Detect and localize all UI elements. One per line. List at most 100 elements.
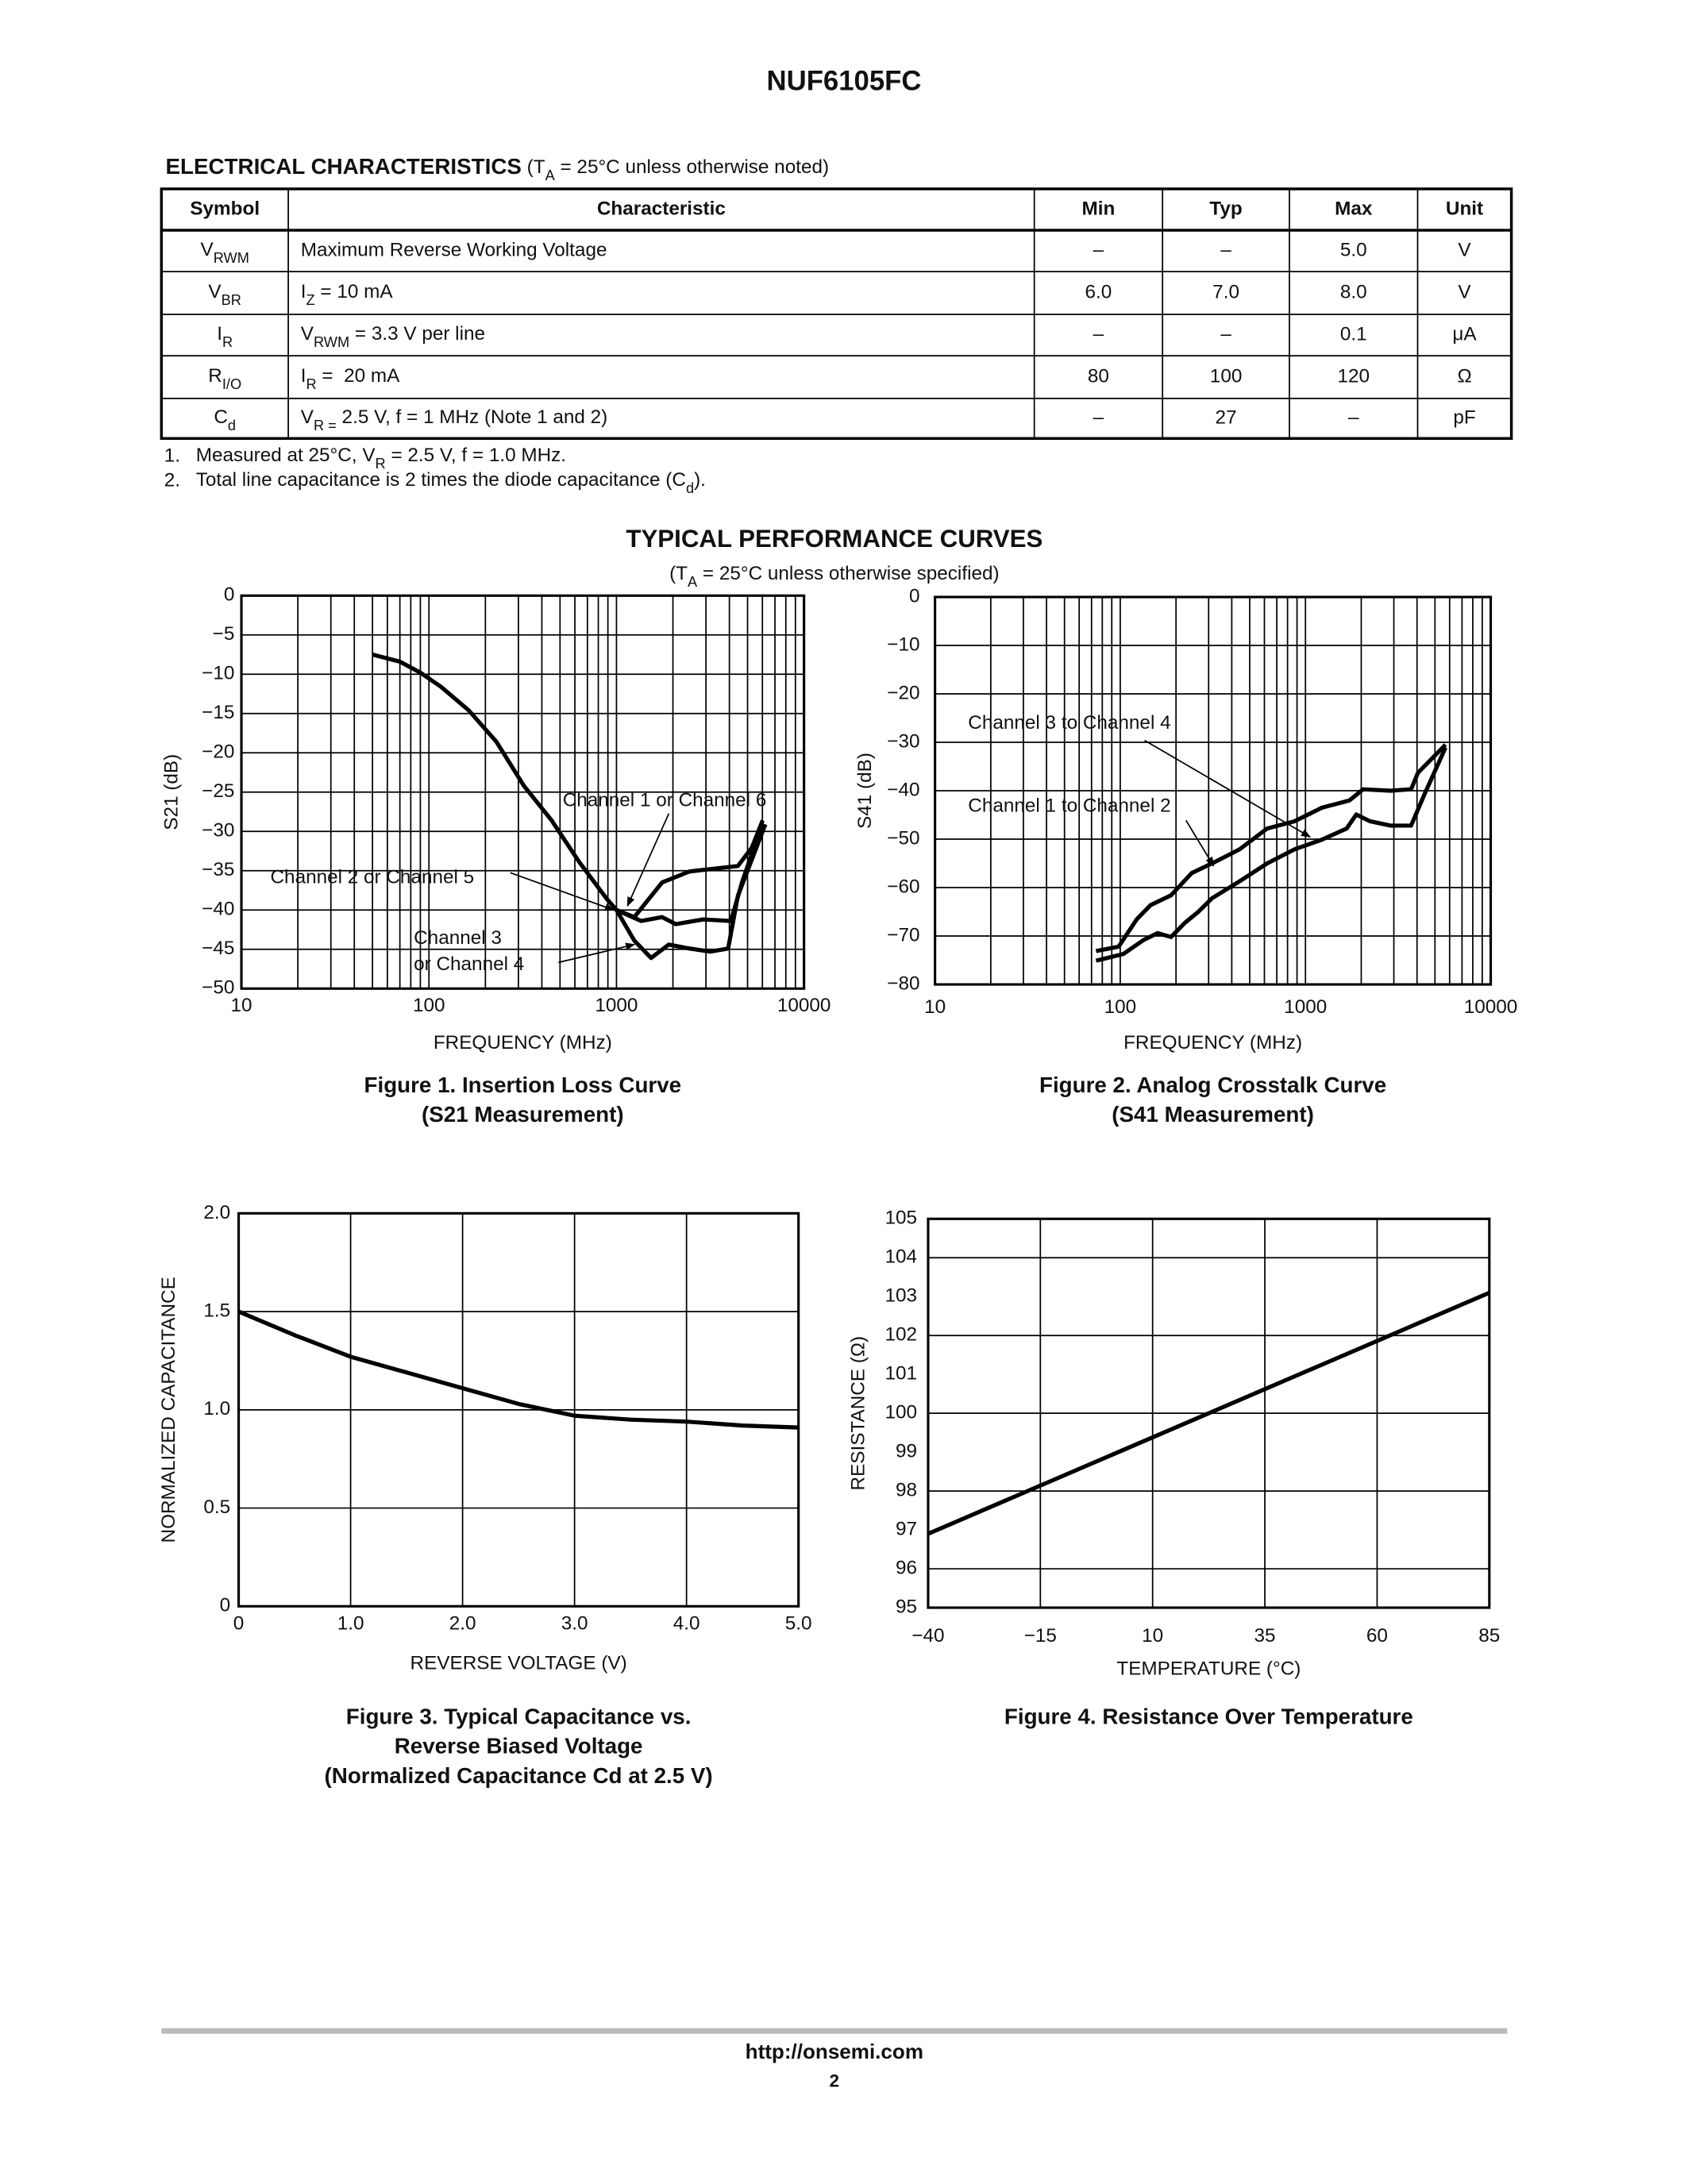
y-tick-label: −20 xyxy=(202,741,234,763)
column-header: Unit xyxy=(1446,198,1483,219)
plot-frame xyxy=(934,595,1493,986)
figure-caption: Reverse Biased Voltage xyxy=(395,1734,643,1758)
text-run: I xyxy=(301,365,306,387)
text-run: ). xyxy=(694,470,706,491)
y-axis-label: S21 (dB) xyxy=(161,754,183,830)
column-header: Symbol xyxy=(190,198,260,219)
x-tick-label: 0 xyxy=(233,1612,245,1634)
y-tick-label: 101 xyxy=(885,1363,918,1385)
figure-caption: Figure 4. Resistance Over Temperature xyxy=(1004,1704,1413,1728)
y-axis-label: S41 (dB) xyxy=(854,753,876,829)
table-cell: VRWM xyxy=(200,240,249,267)
y-tick-label: −10 xyxy=(887,634,919,655)
figure-caption: (S41 Measurement) xyxy=(1112,1102,1314,1127)
subscript: BR xyxy=(222,291,241,308)
heading-bold: ELECTRICAL CHARACTERISTICS xyxy=(166,154,522,179)
table-cell: 5.0 xyxy=(1340,240,1367,261)
y-tick-label: 100 xyxy=(885,1402,918,1423)
plot-frame xyxy=(927,1217,1491,1609)
x-tick-label: 3.0 xyxy=(561,1612,588,1634)
data-line xyxy=(237,1309,799,1430)
y-tick-label: 103 xyxy=(885,1285,918,1307)
table-cell: – xyxy=(1093,407,1104,429)
x-axis-label: REVERSE VOLTAGE (V) xyxy=(410,1653,627,1674)
table-cell: IR xyxy=(217,323,233,350)
y-tick-label: −50 xyxy=(887,827,919,849)
x-tick-label: 5.0 xyxy=(785,1612,812,1634)
y-tick-label: 0 xyxy=(909,585,920,607)
y-tick-label: 1.5 xyxy=(203,1300,230,1321)
footer-url: http://onsemi.com xyxy=(746,2040,923,2063)
column-header: Min xyxy=(1082,198,1116,219)
x-tick-label: 10 xyxy=(924,996,946,1018)
text-run: I xyxy=(301,281,306,302)
data-line xyxy=(372,652,619,911)
y-tick-label: 104 xyxy=(885,1246,918,1268)
y-tick-label: −30 xyxy=(202,820,234,842)
figure-caption: Figure 2. Analog Crosstalk Curve xyxy=(1039,1073,1386,1097)
x-tick-label: 85 xyxy=(1478,1625,1500,1647)
data-line xyxy=(615,823,768,961)
table-cell: Cd xyxy=(214,407,236,434)
column-header: Max xyxy=(1335,198,1373,219)
x-tick-label: 35 xyxy=(1254,1625,1276,1647)
subscript: R xyxy=(376,455,386,472)
y-tick-label: 0.5 xyxy=(203,1496,230,1518)
y-tick-label: −80 xyxy=(887,973,919,994)
subscript: A xyxy=(688,574,698,591)
table-cell: – xyxy=(1093,240,1104,261)
y-tick-label: −60 xyxy=(887,876,919,897)
text-run: V xyxy=(200,240,214,261)
x-tick-label: 100 xyxy=(413,995,445,1016)
table-cell: pF xyxy=(1453,407,1475,429)
x-tick-label: 60 xyxy=(1366,1625,1388,1647)
table-cell: VBR xyxy=(208,281,241,308)
figure-caption: Figure 3. Typical Capacitance vs. xyxy=(346,1704,692,1728)
table-cell: RI/O xyxy=(208,365,241,392)
plot-frame xyxy=(240,594,806,990)
y-tick-label: −50 xyxy=(202,977,234,999)
section-title: TYPICAL PERFORMANCE CURVES xyxy=(626,525,1042,553)
y-tick-label: 2.0 xyxy=(203,1202,230,1223)
text-run: (T xyxy=(669,564,688,585)
y-tick-label: 97 xyxy=(896,1519,917,1540)
table-cell: 80 xyxy=(1088,365,1109,387)
text-run: Total line capacitance is 2 times the di… xyxy=(196,470,686,491)
y-tick-label: 102 xyxy=(885,1324,918,1346)
y-tick-label: −40 xyxy=(202,899,234,920)
data-line xyxy=(1095,746,1447,963)
y-tick-label: 105 xyxy=(885,1208,918,1229)
figure-caption: (Normalized Capacitance Cd at 2.5 V) xyxy=(325,1763,713,1788)
text-run: I xyxy=(217,323,222,345)
x-tick-label: 1.0 xyxy=(337,1612,364,1634)
x-tick-label: 2.0 xyxy=(449,1612,476,1634)
table-cell: 7.0 xyxy=(1212,281,1239,302)
subscript: d xyxy=(686,480,694,496)
table-cell: 8.0 xyxy=(1340,281,1367,302)
subscript: I/O xyxy=(222,376,241,392)
page-number: 2 xyxy=(830,2070,840,2090)
y-tick-label: −5 xyxy=(213,623,235,645)
y-tick-label: −40 xyxy=(887,779,919,800)
y-tick-label: −70 xyxy=(887,924,919,946)
data-line xyxy=(1095,743,1447,953)
text-run: C xyxy=(214,407,228,429)
text-run: = 25°C unless otherwise specified) xyxy=(697,564,999,585)
y-tick-label: −15 xyxy=(202,702,234,723)
table-cell: – xyxy=(1220,323,1231,345)
x-axis-label: FREQUENCY (MHz) xyxy=(434,1032,612,1053)
table-cell: Maximum Reverse Working Voltage xyxy=(301,240,607,261)
text-run: Measured at 25°C, V xyxy=(196,445,376,466)
table-cell: IZ = 10 mA xyxy=(301,281,394,308)
page-title: NUF6105FC xyxy=(767,66,922,96)
table-cell: 100 xyxy=(1210,365,1243,387)
y-tick-label: −25 xyxy=(202,780,234,802)
note-text: Total line capacitance is 2 times the di… xyxy=(196,470,706,497)
figure-caption: (S21 Measurement) xyxy=(422,1102,624,1127)
text-run: = 3.3 V per line xyxy=(349,323,485,345)
note-number: 1. xyxy=(164,445,180,466)
table-heading: ELECTRICAL CHARACTERISTICS (TA = 25°C un… xyxy=(166,154,830,183)
table-cell: μA xyxy=(1452,323,1477,345)
y-axis-label: RESISTANCE (Ω) xyxy=(848,1336,869,1491)
